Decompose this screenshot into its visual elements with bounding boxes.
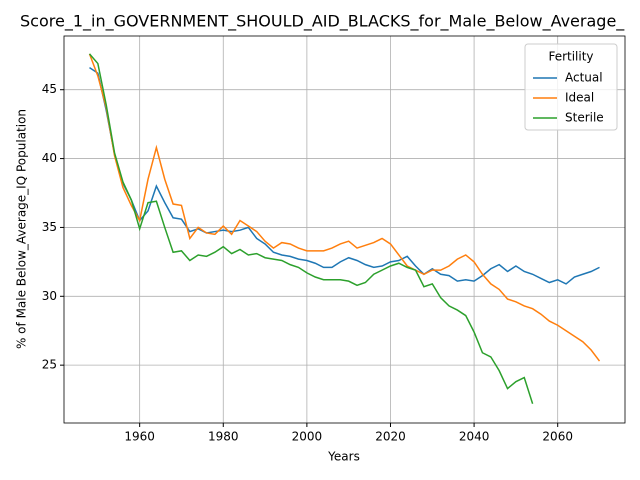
plot-frame — [63, 35, 626, 424]
series-line — [88, 53, 534, 404]
y-tick-label: 40 — [42, 151, 57, 165]
y-tick-label: 25 — [42, 358, 57, 372]
legend-label: Ideal — [565, 91, 594, 105]
legend-label: Actual — [565, 71, 603, 85]
legend-title: Fertility — [548, 50, 593, 64]
y-tick-label: 45 — [42, 82, 57, 96]
legend-box — [524, 43, 618, 131]
series-line — [88, 53, 601, 362]
y-tick-label: 30 — [42, 289, 57, 303]
y-axis-label: % of Male Below_Average_IQ Population — [15, 109, 29, 349]
legend-label: Sterile — [565, 111, 604, 125]
chart-title: Score_1_in_GOVERNMENT_SHOULD_AID_BLACKS_… — [20, 12, 625, 32]
series-line — [89, 67, 600, 285]
x-tick-label: 1960 — [124, 430, 155, 444]
x-tick-label: 2000 — [292, 430, 323, 444]
x-tick-label: 2020 — [375, 430, 406, 444]
x-tick-label: 2040 — [459, 430, 490, 444]
x-tick-label: 2060 — [542, 430, 573, 444]
x-tick-label: 1980 — [208, 430, 239, 444]
x-axis-label: Years — [327, 450, 360, 464]
y-tick-label: 35 — [42, 220, 57, 234]
